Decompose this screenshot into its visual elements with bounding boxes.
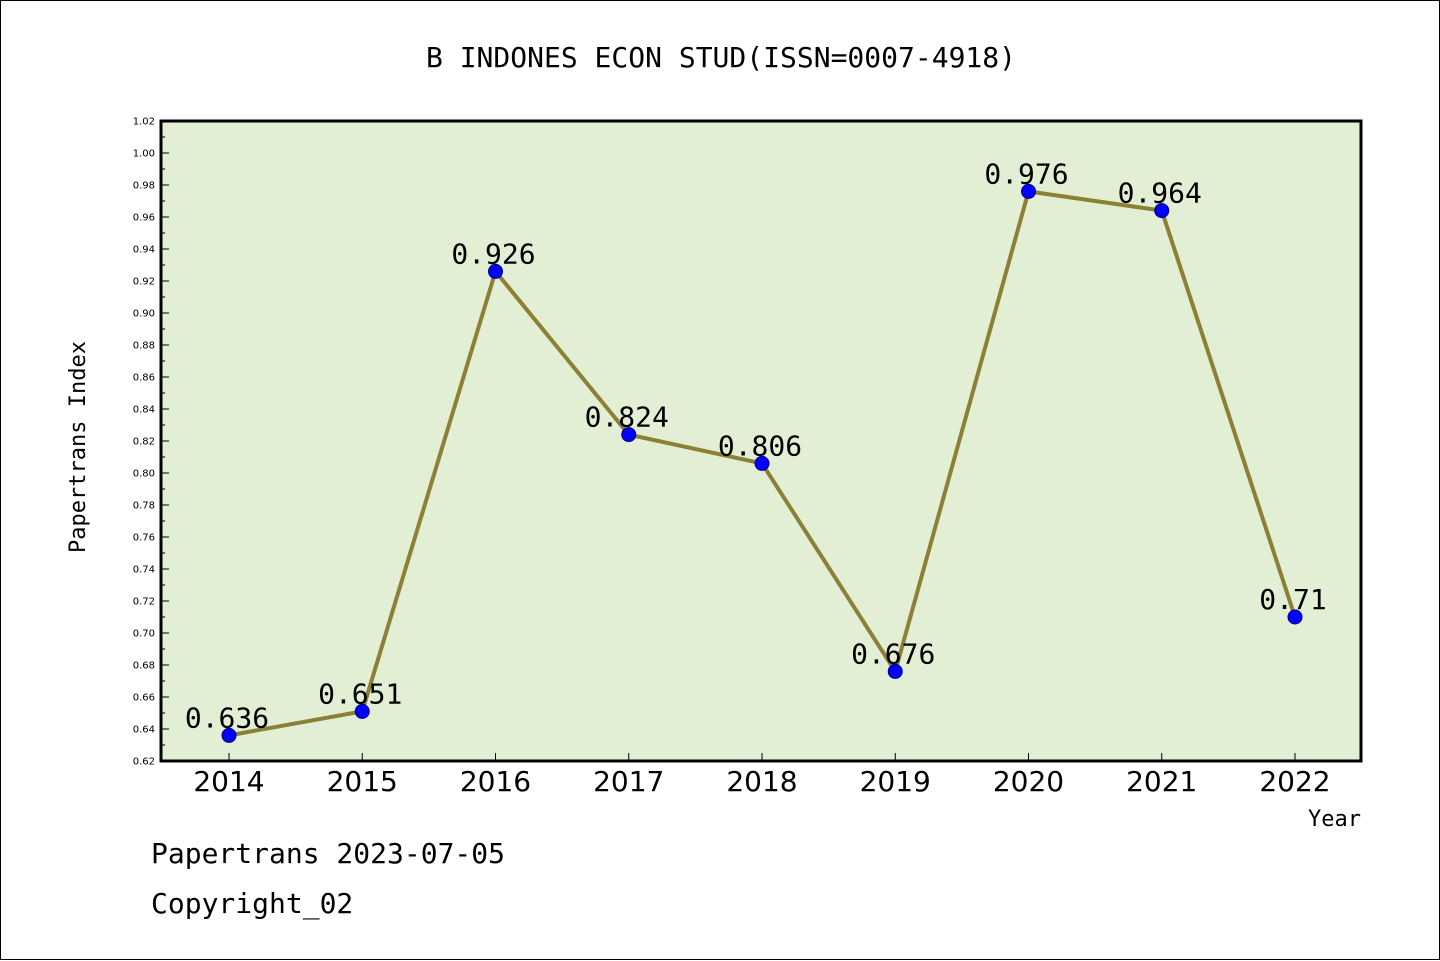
- x-axis-ticks: 2014 2015 2016 2017 2018 2019 2020 2021 2022: [193, 753, 1331, 798]
- y-tick-label: 0.86: [133, 373, 155, 384]
- x-tick-label: 2020: [993, 765, 1064, 798]
- x-tick-label: 2014: [193, 765, 264, 798]
- data-point-marker: [1287, 609, 1303, 625]
- y-tick-label: 0.62: [133, 757, 155, 768]
- x-tick-label: 2016: [460, 765, 531, 798]
- y-tick-label: 0.76: [133, 533, 155, 544]
- x-tick-label: 2015: [327, 765, 398, 798]
- y-tick-label: 0.82: [133, 437, 155, 448]
- x-tick-label: 2017: [593, 765, 664, 798]
- y-tick-label: 0.64: [133, 725, 155, 736]
- data-labels: 0.636 0.651 0.926 0.824 0.806 0.676 0.976 0.964…: [185, 157, 1327, 734]
- y-tick-label: 0.96: [133, 213, 155, 224]
- data-point-marker: [354, 703, 370, 719]
- data-point-marker: [754, 455, 770, 471]
- data-value-label: 0.71: [1259, 583, 1326, 616]
- data-value-label: 0.824: [585, 401, 669, 434]
- footer-copyright-text: Copyright_02: [151, 887, 354, 920]
- y-tick-label: 0.70: [133, 629, 155, 640]
- data-value-label: 0.964: [1118, 177, 1202, 210]
- data-point-marker: [1021, 183, 1036, 199]
- x-tick-label: 2019: [860, 765, 931, 798]
- y-tick-label: 1.00: [133, 149, 155, 160]
- y-tick-label: 0.66: [133, 693, 155, 704]
- y-tick-label: 0.68: [133, 661, 155, 672]
- x-axis-label: Year: [1308, 807, 1361, 832]
- x-tick-label: 2018: [726, 765, 797, 798]
- y-axis-ticks: 0.62 0.64 0.66 0.68 0.70 0.72 0.74 0.76 0.78 0.80…: [133, 117, 169, 768]
- y-tick-label: 0.98: [133, 181, 155, 192]
- data-point-marker: [488, 263, 503, 279]
- x-tick-label: 2021: [1126, 765, 1197, 798]
- data-value-label: 0.636: [185, 701, 269, 734]
- data-point-marker: [1154, 203, 1170, 219]
- y-axis-label: Papertrans Index: [66, 341, 91, 553]
- data-value-label: 0.976: [984, 157, 1068, 190]
- plot-area: [159, 119, 1363, 763]
- data-point-marker: [621, 427, 637, 443]
- y-tick-label: 0.78: [133, 501, 155, 512]
- data-value-label: 0.806: [718, 429, 802, 462]
- y-tick-label: 0.90: [133, 309, 155, 320]
- data-point-marker: [221, 727, 237, 743]
- data-point-marker: [887, 663, 903, 679]
- y-tick-label: 0.80: [133, 469, 155, 480]
- data-markers: [221, 183, 1303, 743]
- data-value-label: 0.926: [451, 237, 535, 270]
- y-tick-label: 0.92: [133, 277, 155, 288]
- y-tick-label: 0.88: [133, 341, 155, 352]
- chart-title: B INDONES ECON STUD(ISSN=0007-4918): [426, 41, 1016, 74]
- y-tick-label: 0.94: [133, 245, 155, 256]
- data-value-label: 0.676: [851, 637, 935, 670]
- y-tick-label: 0.84: [133, 405, 155, 416]
- y-tick-label: 0.72: [133, 597, 155, 608]
- x-tick-label: 2022: [1259, 765, 1330, 798]
- footer-date-text: Papertrans 2023-07-05: [151, 837, 506, 870]
- y-tick-label: 1.02: [133, 117, 155, 128]
- data-value-label: 0.651: [318, 677, 402, 710]
- y-tick-label: 0.74: [133, 565, 155, 576]
